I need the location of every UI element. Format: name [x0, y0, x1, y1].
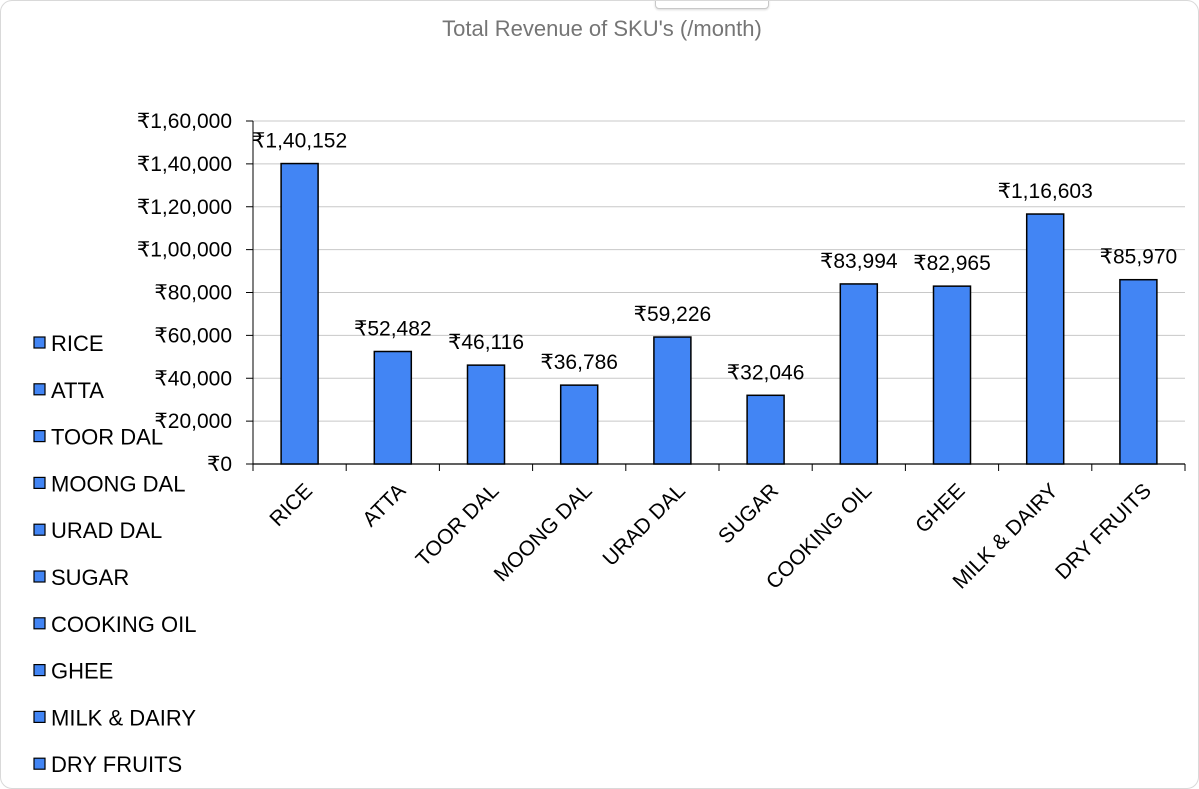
legend-item: TOOR DAL — [51, 425, 163, 450]
data-label: ₹85,970 — [1100, 246, 1178, 269]
legend-item: URAD DAL — [51, 518, 162, 543]
category-label: MOONG DAL — [490, 479, 597, 586]
data-label: ₹59,226 — [634, 303, 712, 326]
bar — [466, 364, 506, 465]
legend-swatch — [33, 383, 46, 396]
bar — [1025, 213, 1065, 465]
y-tick-label: ₹1,20,000 — [137, 196, 232, 219]
data-label: ₹1,16,603 — [998, 180, 1093, 203]
bars — [280, 162, 1158, 465]
data-label: ₹1,40,152 — [252, 130, 347, 153]
data-labels: ₹1,40,152 ₹52,482 ₹46,116 ₹36,786 ₹59,226 ₹32… — [252, 130, 1177, 385]
legend-item: DRY FRUITS — [51, 752, 182, 777]
legend-swatch — [33, 617, 46, 630]
data-label: ₹46,116 — [448, 331, 524, 354]
legend-item: MOONG DAL — [51, 471, 185, 496]
y-tick-label: ₹20,000 — [154, 410, 232, 433]
y-tick-label: ₹60,000 — [154, 324, 232, 347]
y-tick-label: ₹1,00,000 — [137, 239, 232, 262]
legend-swatch — [33, 523, 46, 536]
legend-item: MILK & DAIRY — [51, 705, 196, 730]
data-label: ₹52,482 — [354, 317, 432, 340]
category-label: ATTA — [358, 479, 410, 531]
data-label: ₹36,786 — [540, 351, 618, 374]
y-tick-label: ₹0 — [207, 453, 232, 476]
category-label: SUGAR — [714, 479, 783, 548]
legend-swatch — [33, 570, 46, 583]
legend: RICE ATTA TOOR DAL MOONG DAL URAD DAL SUGAR CO… — [33, 331, 196, 777]
legend-swatch — [33, 476, 46, 489]
category-label: URAD DAL — [599, 479, 690, 570]
data-label: ₹32,046 — [727, 361, 805, 384]
bar — [280, 162, 319, 465]
legend-item: RICE — [51, 331, 104, 356]
data-label: ₹83,994 — [820, 250, 898, 273]
legend-item: SUGAR — [51, 565, 129, 590]
y-tick-label: ₹80,000 — [154, 282, 232, 305]
legend-item: ATTA — [51, 378, 104, 403]
legend-item: COOKING OIL — [51, 612, 196, 637]
category-label: TOOR DAL — [412, 479, 504, 571]
y-tick-label: ₹40,000 — [154, 367, 232, 390]
bar — [373, 350, 413, 465]
legend-item: GHEE — [51, 659, 113, 684]
bar — [653, 336, 692, 465]
legend-swatch — [33, 663, 46, 677]
category-label: GHEE — [911, 479, 969, 537]
legend-swatch — [33, 336, 46, 349]
bar — [559, 384, 599, 465]
bar — [1119, 278, 1158, 465]
bar — [932, 285, 972, 465]
chart-title: Total Revenue of SKU's (/month) — [442, 16, 762, 41]
bar — [839, 283, 879, 465]
category-label: DRY FRUITS — [1051, 479, 1156, 584]
y-axis-tick-labels: ₹0 ₹20,000 ₹40,000 ₹60,000 ₹80,000 ₹1,00,000 ₹… — [137, 110, 232, 476]
data-label: ₹82,965 — [913, 252, 991, 275]
legend-swatch — [33, 710, 46, 724]
legend-swatch — [33, 430, 46, 443]
bar — [746, 394, 785, 465]
y-tick-label: ₹1,60,000 — [137, 110, 232, 133]
legend-swatch — [33, 757, 46, 770]
category-label: RICE — [265, 479, 317, 531]
y-tick-label: ₹1,40,000 — [137, 153, 232, 176]
chart-header-tab[interactable] — [655, 1, 769, 9]
